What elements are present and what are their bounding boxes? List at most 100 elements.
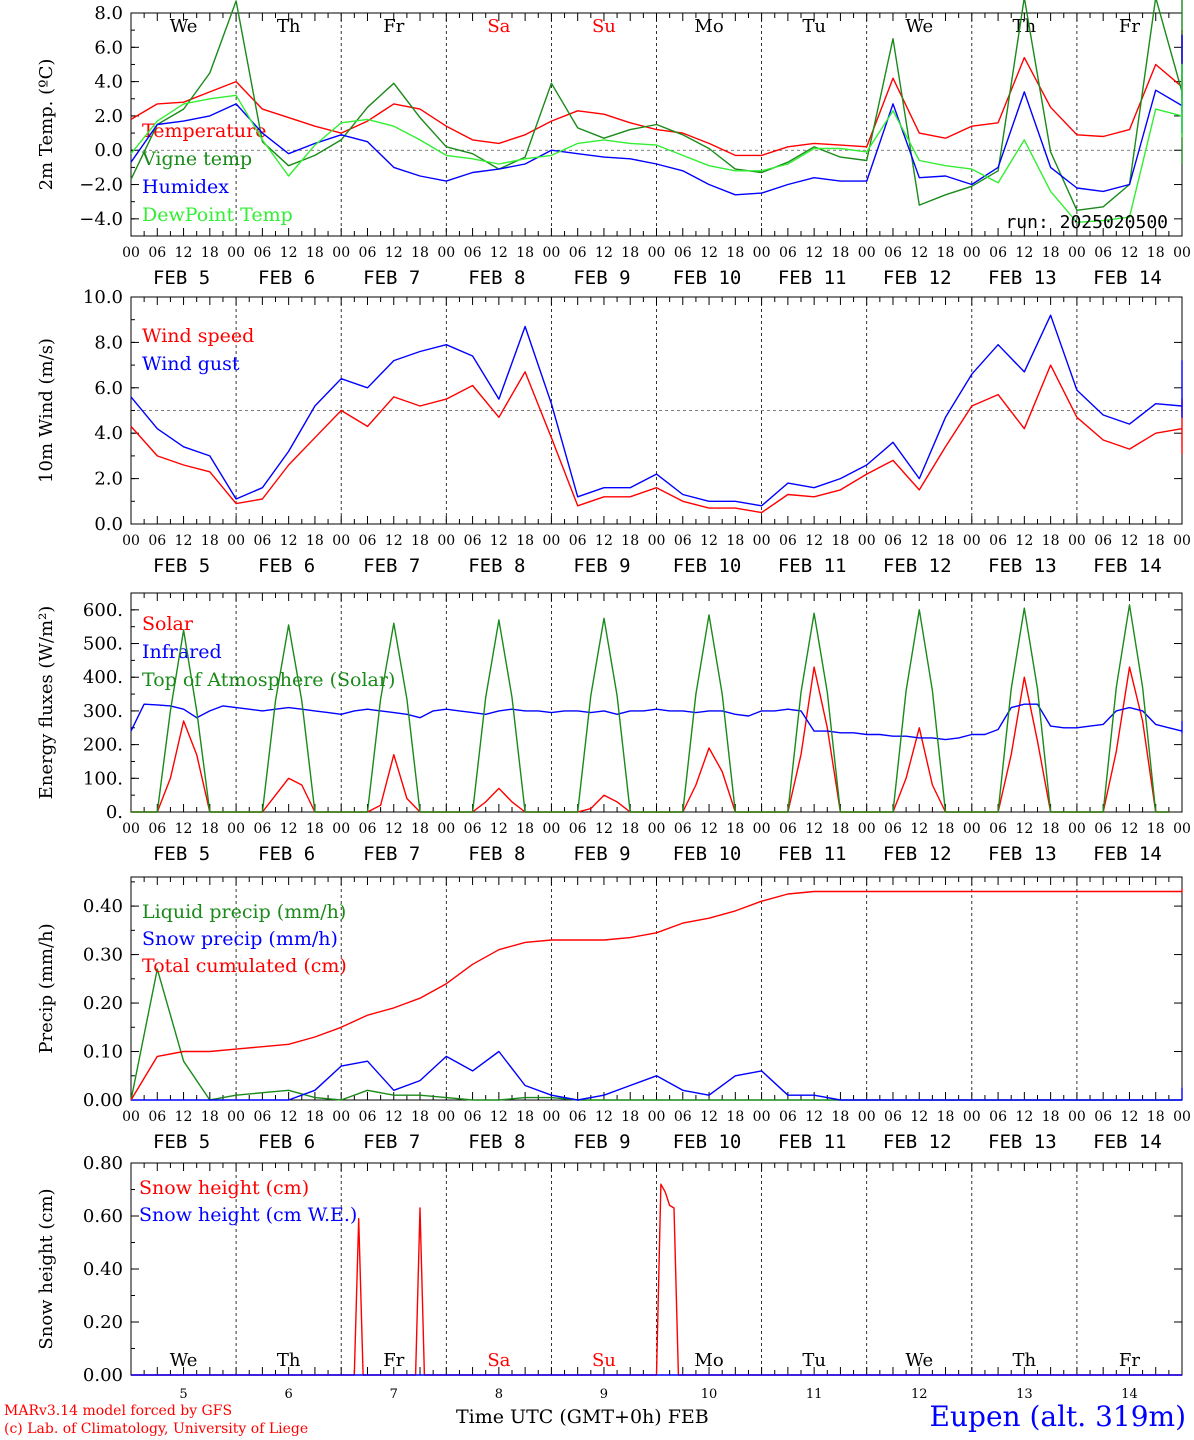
x-axis-label: Time UTC (GMT+0h) FEB: [456, 1406, 709, 1428]
day-number-label: 12: [911, 1387, 928, 1402]
day-number-label: 7: [390, 1387, 398, 1402]
weekday-label: Th: [1013, 1350, 1037, 1371]
hour-label: 12: [910, 245, 928, 261]
panel-4: 0.40 0.30 0.20 0.10 0.00 Precip (mm/h) 00 06 12 1…: [36, 876, 1191, 1153]
weekday-label: Sa: [487, 1350, 510, 1371]
date-label: FEB 6: [258, 267, 315, 289]
date-label: FEB 14: [1093, 1131, 1162, 1153]
hour-label: 18: [621, 533, 639, 549]
hour-label: 06: [148, 533, 166, 549]
hour-label: 12: [700, 533, 718, 549]
hour-label: 00: [753, 821, 771, 837]
date-label: FEB 6: [258, 555, 315, 577]
weekday-label: Fr: [1119, 1350, 1140, 1371]
hour-label: 00: [437, 245, 455, 261]
hour-label: 00: [1173, 1109, 1191, 1125]
y-axis-label: 10m Wind (m/s): [36, 338, 57, 483]
series-line-3: [131, 604, 1169, 813]
date-label: FEB 9: [573, 1131, 630, 1153]
hour-label: 06: [884, 245, 902, 261]
hour-label: 00: [122, 821, 140, 837]
y-tick-label: 500.: [83, 634, 123, 655]
date-label: FEB 6: [258, 843, 315, 865]
y-axis-label: 2m Temp. (ºC): [36, 59, 57, 191]
hour-label: 06: [989, 821, 1007, 837]
hour-label: 00: [648, 821, 666, 837]
hour-label: 06: [359, 533, 377, 549]
y-tick-label: −2.0: [79, 175, 123, 196]
date-label: FEB 11: [778, 843, 847, 865]
weekday-label: Su: [592, 16, 616, 37]
date-label: FEB 10: [673, 843, 742, 865]
hour-label: 18: [937, 245, 955, 261]
hour-label: 18: [201, 821, 219, 837]
hour-label: 12: [490, 533, 508, 549]
hour-label: 06: [674, 533, 692, 549]
hour-label: 06: [359, 1109, 377, 1125]
legend-entry: Top of Atmosphere (Solar): [142, 669, 395, 691]
hour-label: 18: [832, 533, 850, 549]
hour-label: 12: [280, 245, 298, 261]
hour-label: 18: [1042, 821, 1060, 837]
legend-entry: Snow height (cm W.E.): [139, 1204, 357, 1226]
hour-label: 00: [648, 245, 666, 261]
series-line-4: [130, 63, 1183, 223]
y-tick-label: 0.0: [94, 140, 123, 161]
legend-entry: Total cumulated (cm): [142, 955, 347, 977]
hour-label: 00: [542, 245, 560, 261]
hour-label: 00: [227, 533, 245, 549]
hour-label: 12: [805, 1109, 823, 1125]
hour-label: 06: [1094, 533, 1112, 549]
date-label: FEB 13: [988, 1131, 1057, 1153]
hour-label: 18: [411, 1109, 429, 1125]
y-tick-label: 0.00: [83, 1365, 123, 1386]
day-number-label: 9: [600, 1387, 608, 1402]
hour-label: 00: [753, 1109, 771, 1125]
date-label: FEB 13: [988, 843, 1057, 865]
date-label: FEB 7: [363, 267, 420, 289]
hour-label: 12: [175, 821, 193, 837]
hour-label: 00: [648, 533, 666, 549]
hour-label: 18: [411, 245, 429, 261]
date-label: FEB 8: [468, 555, 525, 577]
date-label: FEB 12: [883, 843, 952, 865]
date-label: FEB 9: [573, 267, 630, 289]
date-label: FEB 9: [573, 555, 630, 577]
hour-label: 12: [280, 1109, 298, 1125]
y-tick-label: 2.0: [94, 469, 123, 490]
hour-label: 06: [569, 245, 587, 261]
y-tick-label: 2.0: [94, 106, 123, 127]
hour-label: 00: [227, 1109, 245, 1125]
hour-label: 06: [674, 1109, 692, 1125]
date-label: FEB 12: [883, 1131, 952, 1153]
hour-label: 12: [280, 821, 298, 837]
hour-label: 18: [306, 533, 324, 549]
hour-label: 18: [516, 1109, 534, 1125]
legend-entry: Temperature: [142, 120, 266, 142]
legend-entry: Wind gust: [142, 353, 240, 375]
hour-label: 00: [227, 245, 245, 261]
hour-label: 12: [595, 245, 613, 261]
hour-label: 18: [201, 1109, 219, 1125]
legend-entry: Snow precip (mm/h): [142, 928, 338, 950]
hour-label: 18: [726, 245, 744, 261]
hour-label: 12: [280, 533, 298, 549]
hour-label: 06: [464, 821, 482, 837]
series-line-2: [131, 1050, 1183, 1101]
hour-label: 06: [779, 821, 797, 837]
hour-label: 18: [1042, 245, 1060, 261]
weekday-label: Sa: [487, 16, 510, 37]
weekday-label: Mo: [694, 16, 723, 37]
date-label: FEB 8: [468, 843, 525, 865]
hour-label: 06: [464, 1109, 482, 1125]
date-label: FEB 10: [673, 1131, 742, 1153]
series-line-2: [130, 703, 1183, 741]
date-label: FEB 7: [363, 555, 420, 577]
y-tick-label: 8.0: [94, 332, 123, 353]
hour-label: 18: [516, 245, 534, 261]
hour-label: 00: [542, 1109, 560, 1125]
hour-label: 06: [464, 533, 482, 549]
hour-label: 00: [437, 533, 455, 549]
hour-label: 12: [1015, 533, 1033, 549]
hour-label: 18: [411, 533, 429, 549]
